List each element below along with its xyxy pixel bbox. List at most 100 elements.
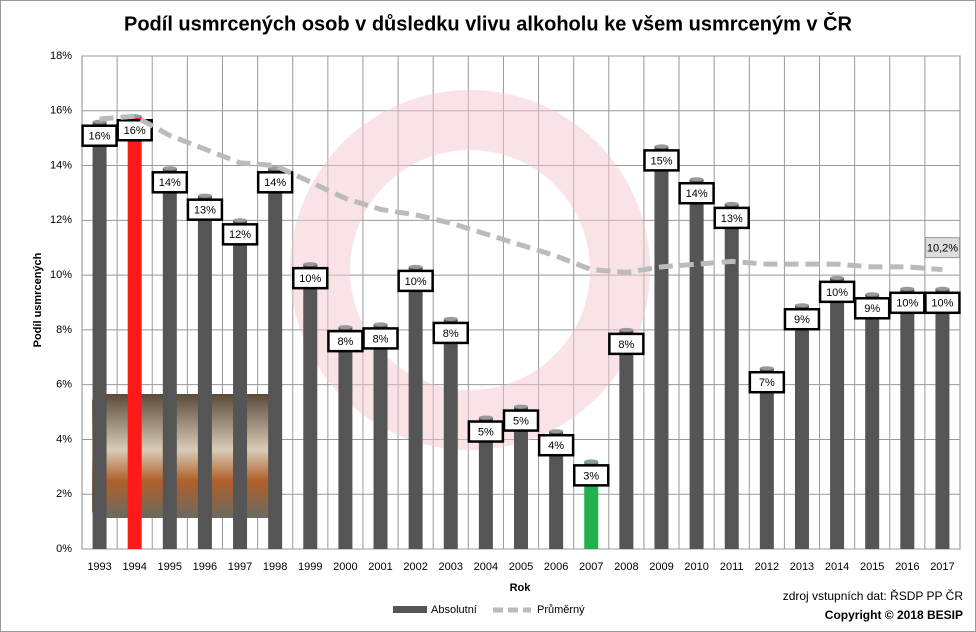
value-label-box: [292, 266, 329, 290]
x-axis-label: Rok: [510, 582, 532, 594]
source: zdroj vstupních dat: ŘSDP PP ČR: [783, 588, 964, 603]
value-label: 12%: [221, 223, 259, 246]
y-tick-label: 4%: [56, 433, 72, 445]
value-label: 13%: [186, 198, 224, 221]
bar: [549, 431, 564, 549]
value-label-text: 10%: [931, 298, 953, 310]
legend-swatch: [393, 606, 427, 613]
bar: [443, 318, 458, 549]
y-tick-label: 12%: [50, 214, 72, 226]
value-label: 13%: [713, 206, 750, 230]
x-tick-label: 1998: [263, 561, 287, 573]
x-tick-label: 2017: [930, 561, 954, 573]
value-label-box: [572, 464, 610, 487]
value-label-text: 5%: [478, 426, 494, 438]
bar-cap: [338, 325, 353, 330]
value-label-text: 14%: [159, 177, 181, 189]
bar-cap: [900, 286, 915, 291]
bar-cap: [830, 275, 845, 280]
copyright: Copyright © 2018 BESIP: [825, 608, 963, 622]
value-label: 10%: [818, 280, 856, 304]
value-label: 10%: [924, 291, 961, 315]
value-label: 7%: [748, 370, 786, 394]
x-tick-label: 2014: [825, 561, 849, 573]
value-label-text: 8%: [337, 336, 353, 348]
x-tick-label: 1994: [122, 561, 146, 573]
bar: [865, 294, 880, 549]
bar-cap: [619, 327, 634, 332]
value-label: 8%: [362, 327, 399, 350]
bar: [619, 329, 634, 549]
y-tick-label: 16%: [50, 105, 72, 117]
x-tick-label: 1995: [158, 561, 182, 573]
x-tick-label: 2015: [860, 561, 884, 573]
x-tick-label: 1993: [87, 561, 111, 573]
value-label-text: 3%: [583, 470, 599, 482]
chart-title: Podíl usmrcených osob v důsledku vlivu a…: [124, 11, 853, 35]
legend-label: Absolutní: [431, 604, 477, 616]
value-label-text: 8%: [373, 333, 389, 345]
value-label: 14%: [678, 182, 715, 205]
bar-cap: [443, 316, 458, 321]
value-label-box: [502, 409, 540, 432]
x-tick-label: 2002: [403, 561, 427, 573]
value-label-text: 12%: [229, 229, 251, 241]
bar: [268, 168, 283, 550]
value-label: 9%: [783, 307, 821, 331]
value-label-text: 14%: [686, 188, 708, 200]
bar-cap: [197, 193, 212, 198]
value-label-text: 16%: [124, 125, 146, 137]
value-label-text: 13%: [721, 213, 743, 225]
value-label-box: [643, 149, 680, 172]
value-label-text: 14%: [264, 177, 286, 189]
x-tick-label: 2007: [579, 561, 603, 573]
value-label-box: [221, 223, 259, 246]
x-tick-label: 2008: [614, 561, 638, 573]
value-label-text: 10%: [826, 287, 848, 299]
value-label: 10%: [292, 266, 329, 290]
x-tick-label: 2016: [895, 561, 919, 573]
bar-cap: [584, 459, 599, 464]
value-label-text: 10%: [299, 273, 321, 285]
y-tick-label: 0%: [56, 543, 72, 555]
value-label-text: 16%: [89, 131, 111, 143]
value-label-box: [256, 171, 294, 194]
value-label-text: 9%: [794, 314, 810, 326]
value-label-text: 10,2%: [927, 243, 958, 255]
value-label-box: [362, 327, 399, 350]
bar-cap: [478, 415, 493, 420]
value-label-box: [748, 370, 786, 394]
x-tick-label: 2000: [333, 561, 357, 573]
bar-cap: [514, 404, 528, 409]
x-tick-label: 2001: [368, 561, 392, 573]
y-axis-label: Podíl usmrcených: [32, 252, 44, 347]
bar-cap: [689, 177, 704, 182]
value-label-text: 15%: [650, 155, 672, 167]
x-tick-label: 2004: [474, 561, 498, 573]
bar: [794, 305, 809, 549]
bar: [373, 324, 388, 549]
value-label-box: [151, 171, 189, 194]
bar-cap: [303, 262, 318, 267]
value-label: 3%: [572, 464, 610, 487]
value-label-text: 5%: [513, 415, 529, 427]
bar: [478, 417, 493, 549]
x-tick-label: 2003: [439, 561, 463, 573]
y-tick-label: 2%: [56, 488, 72, 500]
bar: [724, 203, 739, 549]
value-label-box: [924, 237, 960, 259]
value-label: 9%: [853, 297, 891, 320]
value-label: 8%: [608, 332, 645, 356]
x-tick-label: 2005: [509, 561, 533, 573]
value-label: 16%: [81, 124, 118, 147]
bar: [689, 179, 704, 549]
bar-cap: [759, 366, 774, 371]
y-tick-label: 8%: [56, 324, 72, 336]
bar: [900, 288, 915, 549]
bar-cap: [162, 166, 177, 171]
value-label-text: 8%: [443, 328, 459, 340]
value-label-box: [537, 433, 575, 457]
value-label-box: [397, 269, 434, 293]
x-tick-label: 2012: [755, 561, 779, 573]
bar-cap: [549, 429, 564, 434]
